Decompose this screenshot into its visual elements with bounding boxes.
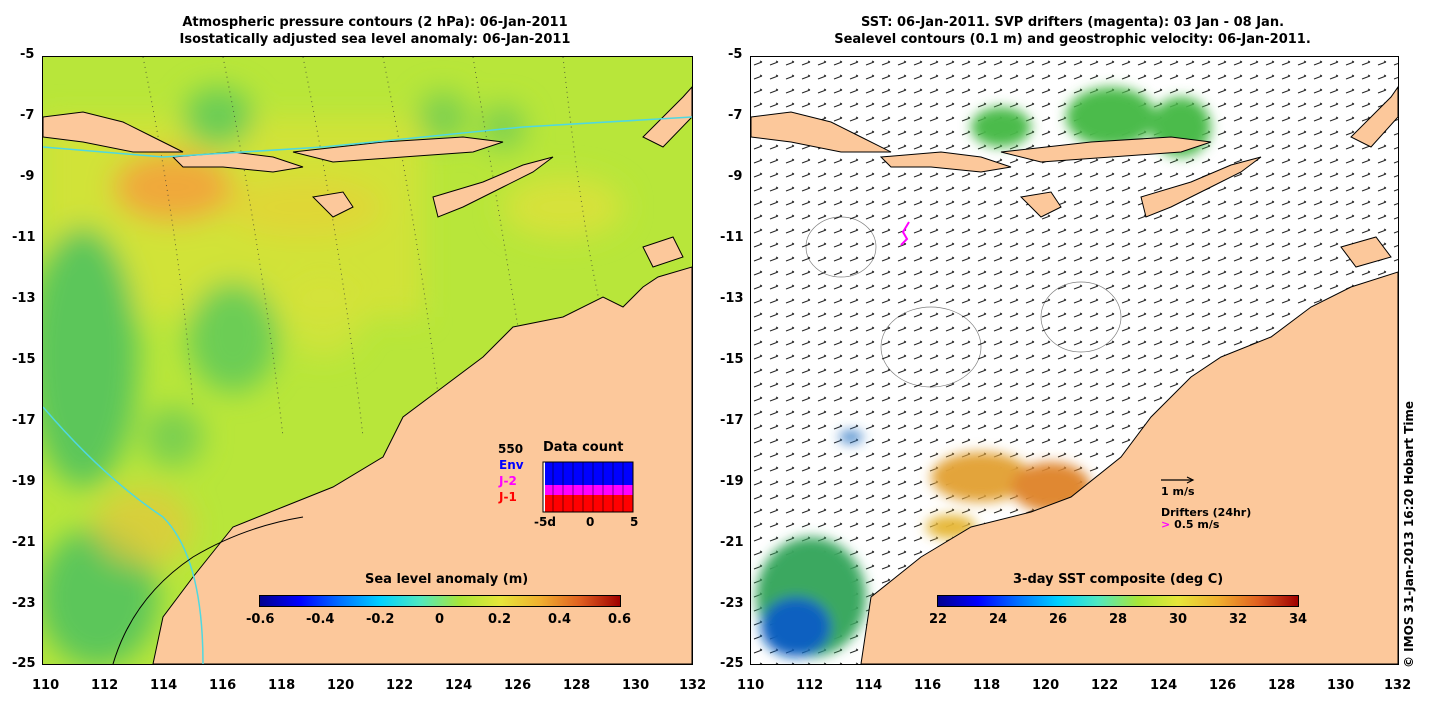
right-cbar-tick-4: 30: [1169, 612, 1188, 627]
right-ytick: -5: [728, 47, 743, 62]
right-map: 1 m/s Drifters (24hr) > 0.5 m/s 3-day SS…: [750, 56, 1399, 665]
left-cbar-tick-1: -0.4: [306, 612, 335, 627]
left-xtick: 132: [679, 678, 707, 693]
left-title: Atmospheric pressure contours (2 hPa): 0…: [60, 14, 690, 48]
right-xtick: 120: [1032, 678, 1060, 693]
left-xtick: 118: [268, 678, 296, 693]
right-xtick: 128: [1268, 678, 1296, 693]
left-ytick: -9: [20, 169, 35, 184]
left-xtick: 124: [445, 678, 473, 693]
right-xtick: 114: [855, 678, 883, 693]
right-colorbar-ticks: 22 24 26 28 30 32 34: [929, 612, 1307, 628]
velocity-scale-label: 1 m/s: [1161, 485, 1195, 498]
right-ytick: -9: [728, 169, 743, 184]
right-ytick: -23: [720, 596, 744, 611]
left-cbar-tick-0: -0.6: [246, 612, 275, 627]
left-ytick: -25: [12, 656, 36, 671]
right-xtick: 112: [796, 678, 824, 693]
data-count-inset: [542, 461, 634, 513]
left-xtick: 126: [504, 678, 532, 693]
left-xtick: 116: [209, 678, 237, 693]
right-map-graphic: [751, 57, 1398, 664]
drifter-speed-label: 0.5 m/s: [1174, 518, 1220, 531]
right-title: SST: 06-Jan-2011. SVP drifters (magenta)…: [740, 14, 1405, 48]
left-ytick: -17: [12, 413, 36, 428]
left-ytick: -15: [12, 352, 36, 367]
data-count-legend-j2: J-2: [499, 474, 517, 488]
right-xtick: 132: [1384, 678, 1412, 693]
right-xtick: 122: [1091, 678, 1119, 693]
right-xtick: 126: [1209, 678, 1237, 693]
data-count-legend-env: Env: [499, 458, 524, 472]
right-ytick: -19: [720, 474, 744, 489]
data-count-legend-j1: J-1: [499, 490, 517, 504]
left-xtick: 122: [386, 678, 414, 693]
right-colorbar: [937, 595, 1299, 607]
right-cbar-tick-5: 32: [1229, 612, 1248, 627]
right-ytick: -15: [720, 352, 744, 367]
left-ytick: -21: [12, 535, 36, 550]
left-ytick: -11: [12, 230, 36, 245]
right-ytick: -13: [720, 291, 744, 306]
left-cbar-tick-4: 0.2: [488, 612, 512, 627]
left-map: Data count 550 Env J-2 J-1 -5d 0 5 Sea l…: [42, 56, 693, 665]
drifter-speed-row: > 0.5 m/s: [1161, 518, 1219, 531]
left-colorbar-ticks: -0.6 -0.4 -0.2 0 0.2 0.4 0.6: [246, 612, 631, 628]
right-cbar-tick-1: 24: [989, 612, 1008, 627]
right-xtick: 110: [737, 678, 765, 693]
left-xtick: 112: [91, 678, 119, 693]
left-map-graphic: [43, 57, 692, 664]
right-cbar-tick-0: 22: [929, 612, 948, 627]
left-xtick: 128: [563, 678, 591, 693]
right-ytick: -25: [720, 656, 744, 671]
left-title-line1: Atmospheric pressure contours (2 hPa): 0…: [182, 15, 568, 30]
right-ytick: -21: [720, 535, 744, 550]
left-ytick: -5: [20, 47, 35, 62]
left-cbar-tick-6: 0.6: [608, 612, 632, 627]
right-colorbar-title: 3-day SST composite (deg C): [1013, 572, 1224, 587]
right-cbar-tick-2: 26: [1049, 612, 1068, 627]
right-xtick: 130: [1327, 678, 1355, 693]
data-count-xtick-2: 5: [630, 515, 639, 529]
left-ytick: -23: [12, 596, 36, 611]
right-ytick: -11: [720, 230, 744, 245]
left-cbar-tick-2: -0.2: [366, 612, 395, 627]
right-ytick: -17: [720, 413, 744, 428]
drifter-arrow-icon: >: [1161, 518, 1171, 531]
left-xtick: 110: [32, 678, 60, 693]
right-xtick: 118: [973, 678, 1001, 693]
left-ytick: -19: [12, 474, 36, 489]
data-count-max: 550: [498, 442, 524, 456]
data-count-title: Data count: [543, 440, 624, 455]
left-xtick: 120: [327, 678, 355, 693]
left-ytick: -7: [20, 108, 35, 123]
copyright-text: © IMOS 31-Jan-2013 16:20 Hobart Time: [1402, 400, 1416, 668]
left-cbar-tick-3: 0: [435, 612, 445, 627]
left-cbar-tick-5: 0.4: [548, 612, 572, 627]
left-ytick: -13: [12, 291, 36, 306]
left-title-line2: Isostatically adjusted sea level anomaly…: [179, 32, 571, 47]
right-title-line1: SST: 06-Jan-2011. SVP drifters (magenta)…: [860, 15, 1285, 30]
right-xtick: 116: [914, 678, 942, 693]
data-count-xtick-0: -5d: [534, 515, 556, 529]
left-colorbar: [259, 595, 621, 607]
right-ytick: -7: [728, 108, 743, 123]
left-xtick: 114: [150, 678, 178, 693]
right-cbar-tick-3: 28: [1109, 612, 1128, 627]
right-cbar-tick-6: 34: [1289, 612, 1308, 627]
drifters-label: Drifters (24hr): [1161, 506, 1252, 519]
left-xtick: 130: [622, 678, 650, 693]
right-xtick: 124: [1150, 678, 1178, 693]
left-colorbar-title: Sea level anomaly (m): [365, 572, 529, 587]
data-count-xtick-1: 0: [586, 515, 595, 529]
velocity-scale-arrow: [1161, 476, 1195, 484]
right-title-line2: Sealevel contours (0.1 m) and geostrophi…: [834, 32, 1311, 47]
